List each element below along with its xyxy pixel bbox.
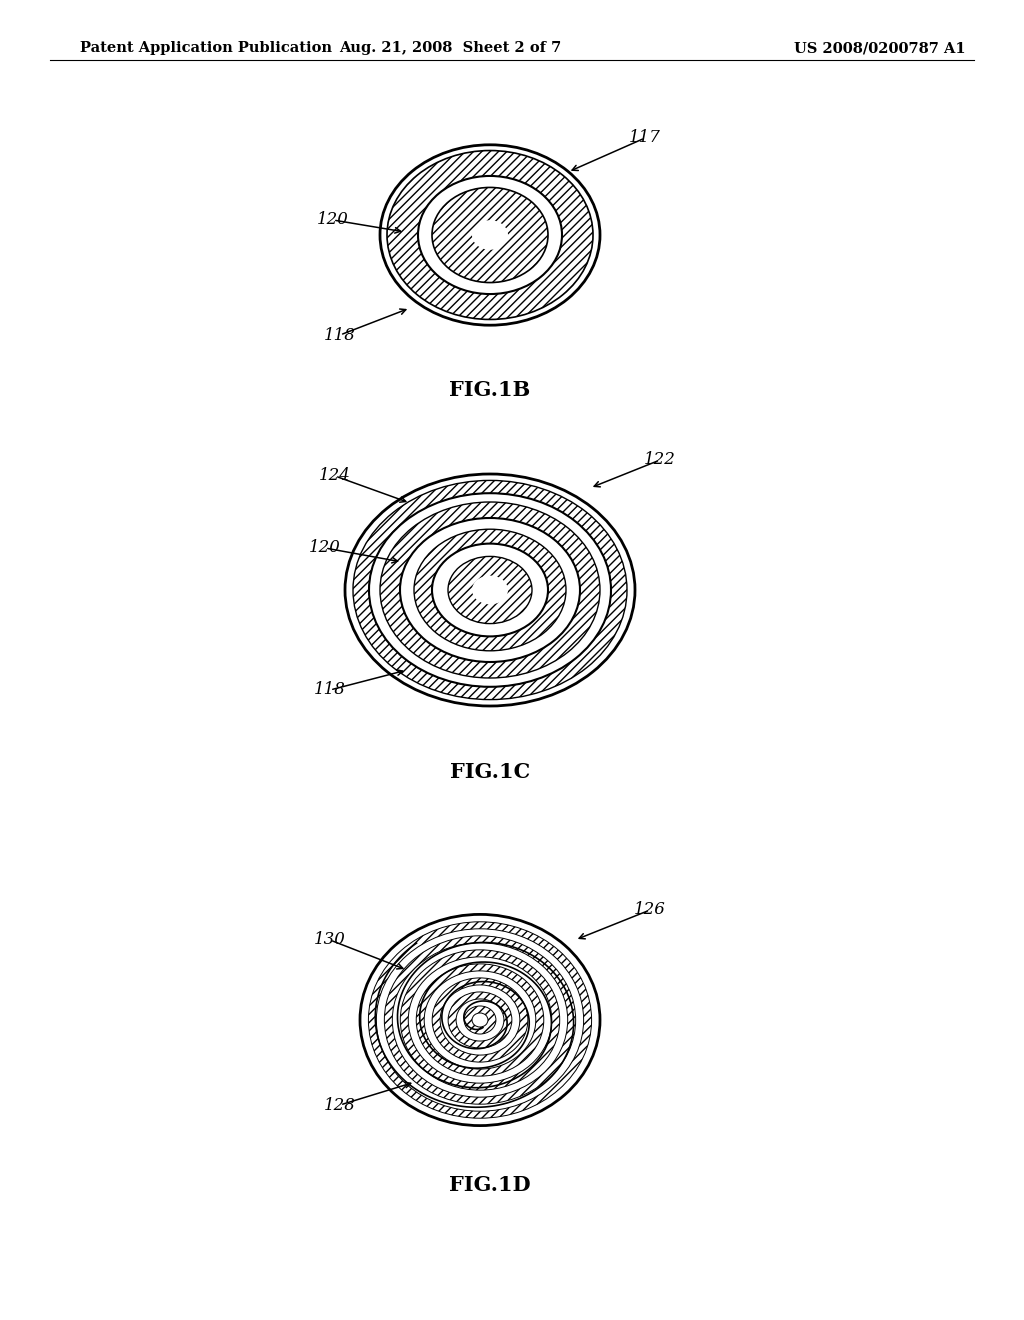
Ellipse shape: [456, 999, 504, 1041]
Ellipse shape: [472, 1012, 488, 1027]
Ellipse shape: [377, 929, 584, 1111]
Ellipse shape: [400, 517, 580, 663]
Text: 117: 117: [629, 129, 660, 147]
Text: 120: 120: [317, 211, 349, 228]
Ellipse shape: [380, 502, 600, 678]
Ellipse shape: [392, 942, 567, 1097]
Text: US 2008/0200787 A1: US 2008/0200787 A1: [795, 41, 966, 55]
Text: Patent Application Publication: Patent Application Publication: [80, 41, 332, 55]
Ellipse shape: [472, 220, 508, 249]
Text: 126: 126: [634, 902, 666, 919]
Ellipse shape: [449, 991, 512, 1048]
Text: 130: 130: [314, 932, 346, 949]
Text: 120: 120: [309, 540, 341, 557]
Ellipse shape: [424, 972, 536, 1069]
Text: 128: 128: [324, 1097, 356, 1114]
Ellipse shape: [380, 145, 600, 325]
Ellipse shape: [384, 936, 575, 1104]
Ellipse shape: [360, 915, 600, 1126]
Ellipse shape: [345, 474, 635, 706]
Ellipse shape: [418, 176, 562, 294]
Ellipse shape: [464, 1006, 496, 1034]
Text: 124: 124: [319, 467, 351, 484]
Ellipse shape: [400, 950, 560, 1090]
Ellipse shape: [432, 187, 548, 282]
Text: 118: 118: [324, 326, 356, 343]
Ellipse shape: [432, 544, 548, 636]
Ellipse shape: [472, 576, 508, 605]
Ellipse shape: [432, 978, 527, 1063]
Ellipse shape: [409, 957, 552, 1084]
Text: 118: 118: [314, 681, 346, 698]
Text: Aug. 21, 2008  Sheet 2 of 7: Aug. 21, 2008 Sheet 2 of 7: [339, 41, 561, 55]
Ellipse shape: [414, 529, 566, 651]
Text: 122: 122: [644, 451, 676, 469]
Text: FIG.1B: FIG.1B: [450, 380, 530, 400]
Ellipse shape: [440, 985, 520, 1055]
Ellipse shape: [353, 480, 627, 700]
Text: FIG.1D: FIG.1D: [450, 1175, 530, 1195]
Text: FIG.1C: FIG.1C: [450, 762, 530, 781]
Ellipse shape: [416, 964, 544, 1076]
Ellipse shape: [369, 494, 611, 686]
Ellipse shape: [449, 557, 532, 623]
Ellipse shape: [387, 150, 593, 319]
Ellipse shape: [369, 921, 592, 1118]
